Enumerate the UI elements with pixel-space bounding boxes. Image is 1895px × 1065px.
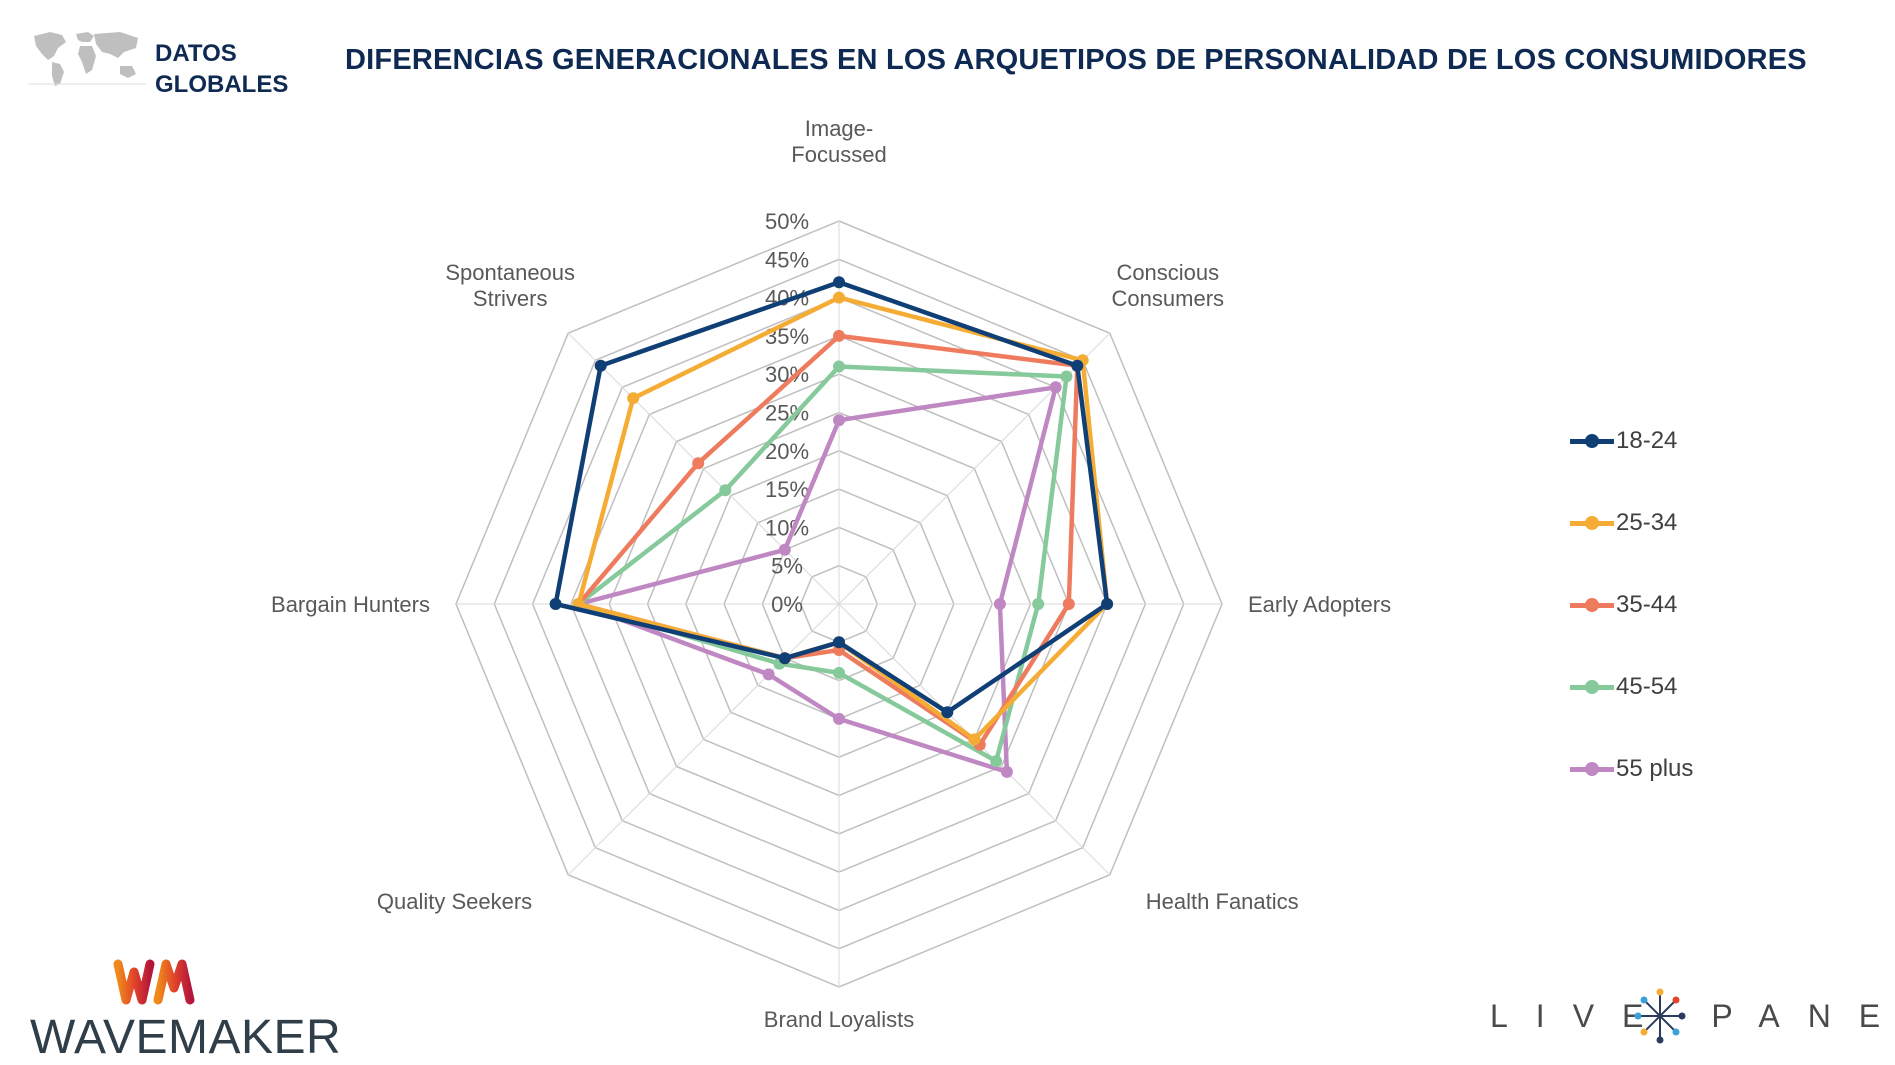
radar-series-point xyxy=(719,484,732,497)
radar-category-label: Brand Loyalists xyxy=(764,1007,914,1032)
radar-series-point xyxy=(833,712,845,725)
header-label: DATOS GLOBALES xyxy=(155,38,288,100)
radar-series-point xyxy=(1060,370,1073,383)
radar-series-point xyxy=(833,291,845,304)
legend-swatch xyxy=(1570,674,1614,700)
radar-series-point xyxy=(833,666,845,679)
legend-item[interactable]: 35-44 xyxy=(1570,592,1693,674)
radar-tick-label: 45% xyxy=(765,247,809,272)
radar-series-point xyxy=(833,360,845,373)
world-map-icon xyxy=(28,26,146,90)
radar-series-point xyxy=(1032,598,1045,610)
radar-spoke xyxy=(567,603,840,876)
radar-series-point xyxy=(990,755,1003,768)
radar-series-point xyxy=(833,636,845,649)
radar-category-label: Quality Seekers xyxy=(377,889,532,914)
radar-category-label: Bargain Hunters xyxy=(271,592,430,617)
page-title: DIFERENCIAS GENERACIONALES EN LOS ARQUET… xyxy=(345,44,1807,76)
radar-tick-label: 20% xyxy=(765,439,809,464)
wavemaker-logo-icon xyxy=(113,959,195,1005)
radar-series-point xyxy=(778,543,791,556)
radar-series-point xyxy=(993,598,1006,610)
legend-swatch-dot xyxy=(1585,434,1599,448)
radar-series-55-plus xyxy=(572,381,1062,778)
radar-category-label: Consumers xyxy=(1112,286,1224,311)
radar-category-label: Image- xyxy=(805,116,873,141)
legend-label: 55 plus xyxy=(1616,755,1694,782)
radar-series-point xyxy=(833,414,845,427)
radar-series-point xyxy=(1101,598,1114,610)
radar-category-label: Health Fanatics xyxy=(1146,889,1299,914)
radar-series-line xyxy=(576,364,1069,764)
legend-item[interactable]: 18-24 xyxy=(1570,428,1693,510)
radar-series-18-24 xyxy=(549,276,1114,719)
radar-series-point xyxy=(627,392,640,405)
radar-tick-label: 5% xyxy=(771,554,803,579)
legend-swatch xyxy=(1570,510,1614,536)
livepanel-brand-text: LIVE PANEL xyxy=(1490,998,1895,1035)
radar-category-label: Focussed xyxy=(791,142,886,167)
livepanel-brand-panel: PANEL xyxy=(1711,998,1895,1034)
radar-tick-labels: 0%5%10%15%20%25%30%35%40%45%50% xyxy=(765,209,809,617)
radar-tick-label: 10% xyxy=(765,515,809,540)
legend-swatch xyxy=(1570,428,1614,454)
legend-item[interactable]: 25-34 xyxy=(1570,510,1693,592)
radar-tick-label: 15% xyxy=(765,477,809,502)
header-label-line1: DATOS xyxy=(155,40,237,67)
radar-series-point xyxy=(833,329,845,342)
radar-spoke xyxy=(567,332,840,605)
legend-label: 35-44 xyxy=(1616,591,1678,618)
livepanel-star-icon xyxy=(1634,988,1686,1044)
legend-label: 45-54 xyxy=(1616,673,1678,700)
radar-series-point xyxy=(692,457,705,470)
header-label-line2: GLOBALES xyxy=(155,71,289,98)
legend-swatch-dot xyxy=(1585,516,1599,530)
radar-series-point xyxy=(1071,359,1084,372)
legend-swatch-dot xyxy=(1585,680,1599,694)
legend-item[interactable]: 45-54 xyxy=(1570,674,1693,756)
radar-series-point xyxy=(762,668,775,681)
radar-spokes xyxy=(456,221,1222,987)
legend-swatch-dot xyxy=(1585,598,1599,612)
radar-series-point xyxy=(778,652,791,665)
chart-legend: 18-24 25-34 35-44 45-54 55 plus xyxy=(1570,428,1693,838)
radar-series xyxy=(549,276,1114,778)
radar-series-point xyxy=(1049,381,1062,394)
legend-swatch-dot xyxy=(1585,762,1599,776)
livepanel-brand-live: LIVE xyxy=(1490,998,1672,1034)
radar-tick-label: 0% xyxy=(771,592,803,617)
radar-category-label: Conscious xyxy=(1116,260,1219,285)
radar-series-point xyxy=(1062,598,1075,610)
radar-tick-label: 35% xyxy=(765,324,809,349)
legend-swatch xyxy=(1570,756,1614,782)
wavemaker-brand-text: WAVEMAKER xyxy=(30,1011,342,1064)
legend-label: 18-24 xyxy=(1616,427,1678,454)
radar-series-point xyxy=(549,598,562,610)
legend-swatch xyxy=(1570,592,1614,618)
radar-series-point xyxy=(594,359,607,372)
radar-category-label: Strivers xyxy=(473,286,548,311)
radar-series-point xyxy=(1000,765,1013,778)
radar-category-label: Early Adopters xyxy=(1248,592,1391,617)
legend-label: 25-34 xyxy=(1616,509,1678,536)
radar-tick-label: 50% xyxy=(765,209,809,234)
legend-item[interactable]: 55 plus xyxy=(1570,756,1693,838)
radar-series-point xyxy=(833,276,845,289)
radar-series-point xyxy=(968,733,981,746)
radar-series-point xyxy=(941,706,954,719)
radar-category-label: Spontaneous xyxy=(445,260,575,285)
